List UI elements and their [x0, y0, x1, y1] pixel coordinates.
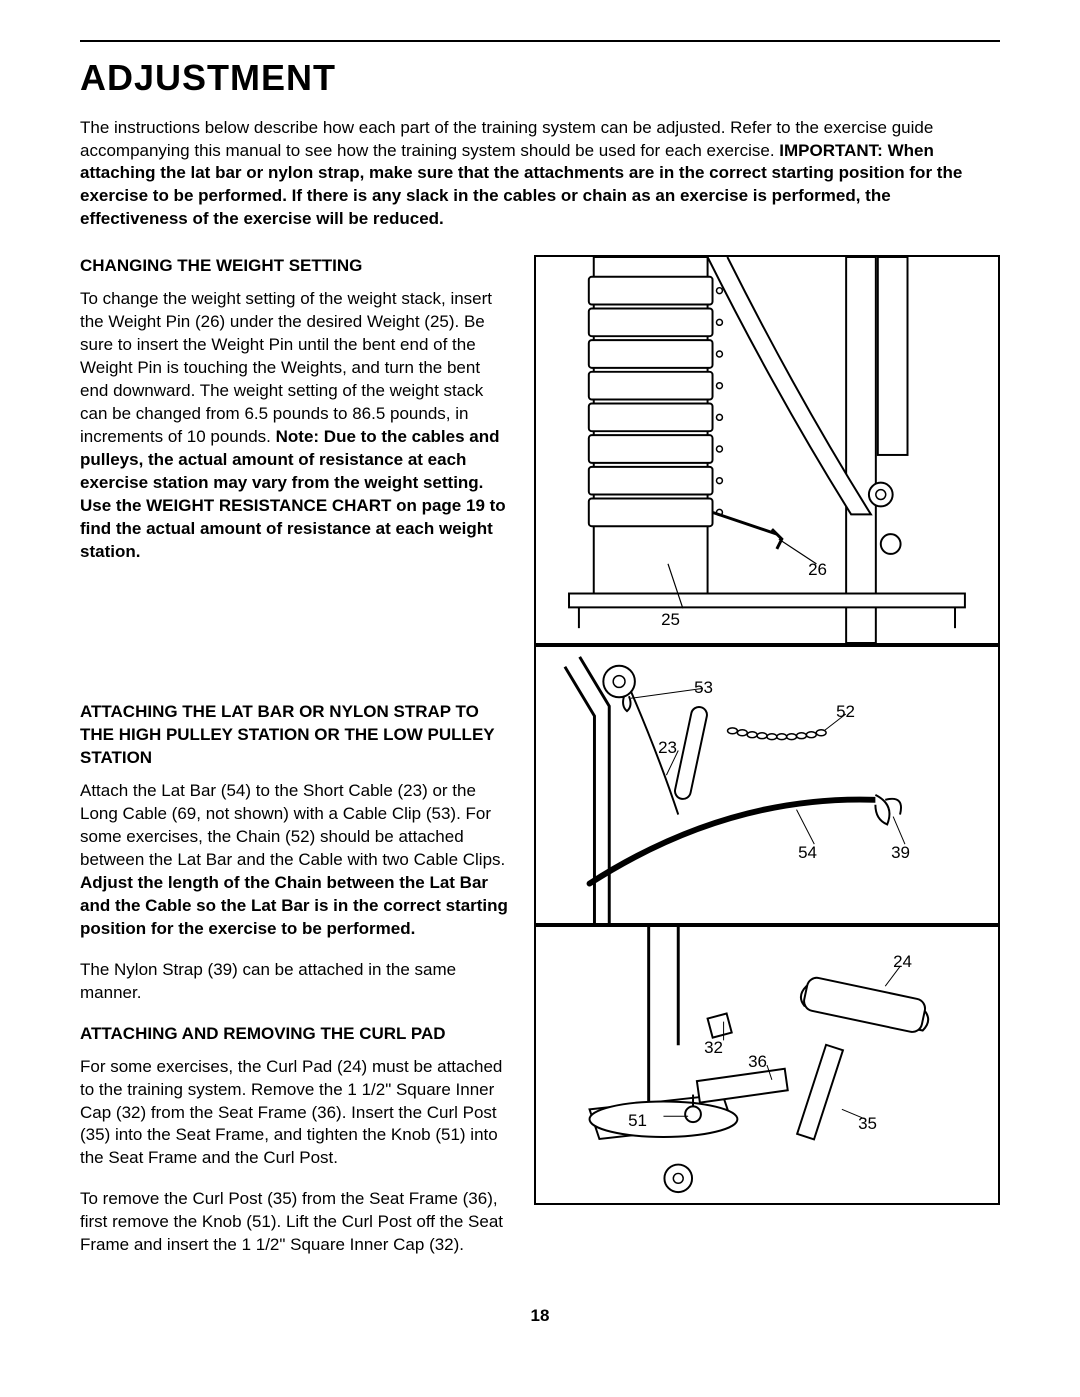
weight-p1-plain: To change the weight setting of the weig… — [80, 289, 492, 446]
callout-26: 26 — [808, 559, 827, 582]
latbar-p1-bold: Adjust the length of the Chain between t… — [80, 873, 508, 938]
callout-24: 24 — [893, 951, 912, 974]
callout-54: 54 — [798, 842, 817, 865]
intro-paragraph: The instructions below describe how each… — [80, 117, 1000, 232]
two-column-layout: CHANGING THE WEIGHT SETTING To change th… — [80, 255, 1000, 1275]
heading-weight: CHANGING THE WEIGHT SETTING — [80, 255, 510, 278]
top-rule — [80, 40, 1000, 42]
callout-23: 23 — [658, 737, 677, 760]
latbar-para1: Attach the Lat Bar (54) to the Short Cab… — [80, 780, 510, 941]
spacer — [80, 581, 510, 701]
callout-52: 52 — [836, 701, 855, 724]
curl-pad-svg — [536, 927, 998, 1203]
callout-36: 36 — [748, 1051, 767, 1074]
left-column: CHANGING THE WEIGHT SETTING To change th… — [80, 255, 510, 1275]
callout-39: 39 — [891, 842, 910, 865]
callout-32: 32 — [704, 1037, 723, 1060]
page-number: 18 — [80, 1305, 1000, 1328]
figure-lat-bar: 53 52 23 54 39 — [534, 645, 1000, 925]
weight-para: To change the weight setting of the weig… — [80, 288, 510, 563]
callout-35: 35 — [858, 1113, 877, 1136]
page-title: ADJUSTMENT — [80, 54, 1000, 103]
weight-p1-bold: Note: Due to the cables and pulleys, the… — [80, 427, 506, 561]
lat-bar-svg — [536, 647, 998, 923]
right-column: 25 26 — [534, 255, 1000, 1275]
latbar-para2: The Nylon Strap (39) can be attached in … — [80, 959, 510, 1005]
heading-curlpad: ATTACHING AND REMOVING THE CURL PAD — [80, 1023, 510, 1046]
callout-51: 51 — [628, 1110, 647, 1133]
callout-25: 25 — [661, 609, 680, 632]
weight-stack-svg — [536, 257, 998, 643]
curlpad-para2: To remove the Curl Post (35) from the Se… — [80, 1188, 510, 1257]
figure-weight-stack: 25 26 — [534, 255, 1000, 645]
callout-53: 53 — [694, 677, 713, 700]
curlpad-para1: For some exercises, the Curl Pad (24) mu… — [80, 1056, 510, 1171]
latbar-p1-plain: Attach the Lat Bar (54) to the Short Cab… — [80, 781, 505, 869]
figure-curl-pad: 24 32 51 36 35 — [534, 925, 1000, 1205]
heading-latbar: ATTACHING THE LAT BAR OR NYLON STRAP TO … — [80, 701, 510, 770]
